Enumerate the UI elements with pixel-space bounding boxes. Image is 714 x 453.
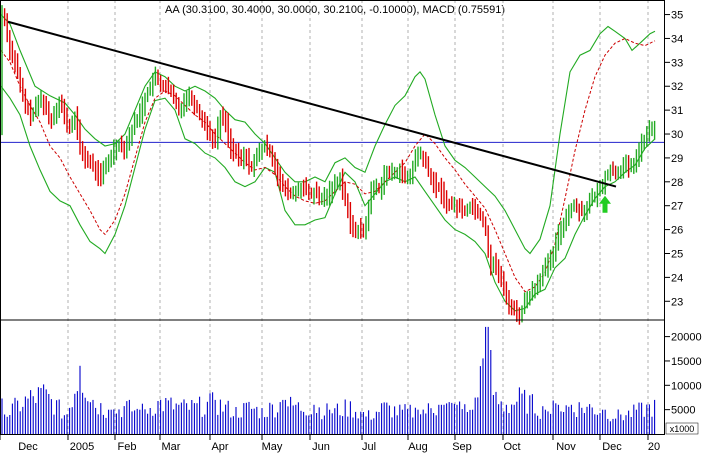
x-tick-label: Dec xyxy=(18,441,38,453)
plot-frame xyxy=(0,0,665,435)
x-tick-label: Sep xyxy=(452,441,472,453)
price-tick-label: 33 xyxy=(671,57,683,69)
volume-tick-label: 15000 xyxy=(671,356,702,368)
volume-bars xyxy=(1,326,656,434)
downtrend-line xyxy=(7,20,617,188)
signal-arrow xyxy=(599,195,611,213)
x-tick-label: Feb xyxy=(118,441,137,453)
volume-tick-label: 5000 xyxy=(671,405,695,417)
price-tick-label: 24 xyxy=(671,272,683,284)
upper-band-line xyxy=(0,14,656,255)
x-tick-label: Dec xyxy=(602,441,622,453)
x-tick-label: Aug xyxy=(408,441,428,453)
price-bars xyxy=(1,5,656,325)
x-tick-label: Jul xyxy=(362,441,376,453)
price-tick-label: 23 xyxy=(671,296,683,308)
price-tick-label: 32 xyxy=(671,81,683,93)
gridlines xyxy=(67,0,649,434)
x-tick-label: Nov xyxy=(556,441,576,453)
x-tick-label: Jun xyxy=(312,441,330,453)
bands xyxy=(0,14,656,312)
x-tick-label: Oct xyxy=(503,441,520,453)
x-tick-label: 2005 xyxy=(70,441,94,453)
volume-tick-label: 20000 xyxy=(671,332,702,344)
x-tick-label: May xyxy=(262,441,283,453)
price-tick-label: 35 xyxy=(671,10,683,22)
price-tick-label: 29 xyxy=(671,153,683,165)
price-tick-label: 34 xyxy=(671,33,683,45)
axes: Dec 2005 Feb Mar Apr May Jun Jul Aug Sep Oct Nov Dec… xyxy=(0,10,702,453)
price-tick-label: 30 xyxy=(671,129,683,141)
price-tick-label: 28 xyxy=(671,177,683,189)
moving-average-line xyxy=(0,37,656,293)
lower-band-line xyxy=(0,85,656,312)
volume-unit-box xyxy=(665,422,699,435)
x-tick-label: 20 xyxy=(648,441,660,453)
price-tick-label: 26 xyxy=(671,225,683,237)
price-tick-label: 31 xyxy=(671,105,683,117)
volume-unit-label: x1000 xyxy=(670,424,695,434)
price-tick-label: 27 xyxy=(671,201,683,213)
volume-tick-label: 10000 xyxy=(671,380,702,392)
x-tick-label: Apr xyxy=(211,441,228,453)
up-arrow-icon xyxy=(599,195,611,213)
trendline xyxy=(7,20,617,188)
price-tick-label: 25 xyxy=(671,248,683,260)
x-tick-label: Mar xyxy=(162,441,181,453)
chart-title: AA (30.3100, 30.4000, 30.0000, 30.2100, … xyxy=(165,4,505,16)
